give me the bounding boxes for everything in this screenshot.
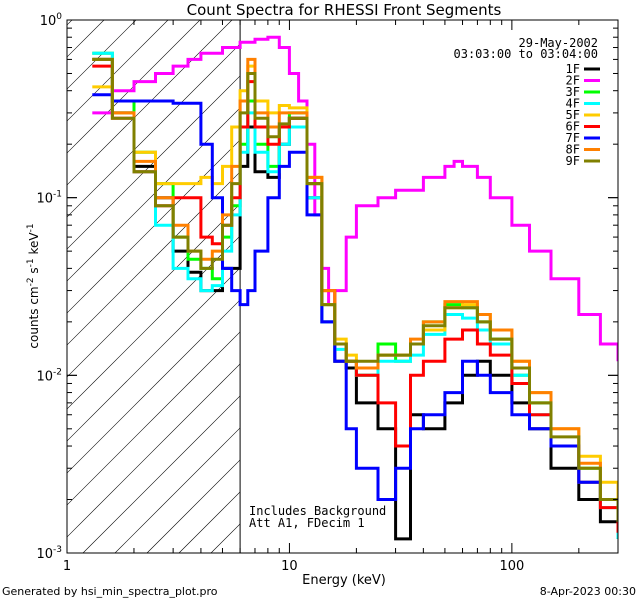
background-shaded-region (67, 20, 618, 553)
y-tick-label: 10-3 (36, 545, 62, 562)
y-axis-label: counts cm-2 s-1 keV-1 (26, 223, 41, 348)
legend-label-5F: 5F (566, 108, 580, 122)
footer-generated-by: Generated by hsi_min_spectra_plot.pro (2, 585, 218, 598)
legend-label-4F: 4F (566, 97, 580, 111)
x-tick-label: 1 (63, 559, 71, 574)
observation-time-range: 03:03:00 to 03:04:00 (454, 47, 599, 61)
legend-label-2F: 2F (566, 74, 580, 88)
y-tick-label: 10-1 (36, 190, 62, 207)
x-tick-labels: 1 10 100 (63, 559, 524, 574)
legend-label-1F: 1F (566, 62, 580, 76)
series-group (92, 35, 618, 541)
chart-title: Count Spectra for RHESSI Front Segments (187, 1, 502, 19)
y-tick-labels: 100 10-1 10-2 10-3 (36, 12, 62, 562)
legend-label-6F: 6F (566, 120, 580, 134)
legend-label-8F: 8F (566, 143, 580, 157)
legend-label-9F: 9F (566, 154, 580, 168)
x-tick-label: 10 (281, 559, 298, 574)
observation-date: 29-May-2002 (519, 36, 598, 50)
axis-ticks (66, 19, 619, 554)
legend-label-7F: 7F (566, 131, 580, 145)
annotation-background: Includes Background (249, 504, 386, 518)
annotation-attenuator: Att A1, FDecim 1 (249, 516, 365, 530)
plot-frame (66, 19, 619, 554)
legend-label-3F: 3F (566, 85, 580, 99)
series-9F (92, 57, 618, 522)
x-tick-label: 100 (499, 559, 524, 574)
footer-timestamp: 8-Apr-2023 00:30 (540, 585, 636, 598)
y-tick-label: 10-2 (36, 367, 62, 384)
y-tick-label: 100 (40, 12, 63, 29)
x-axis-label: Energy (keV) (302, 573, 386, 588)
